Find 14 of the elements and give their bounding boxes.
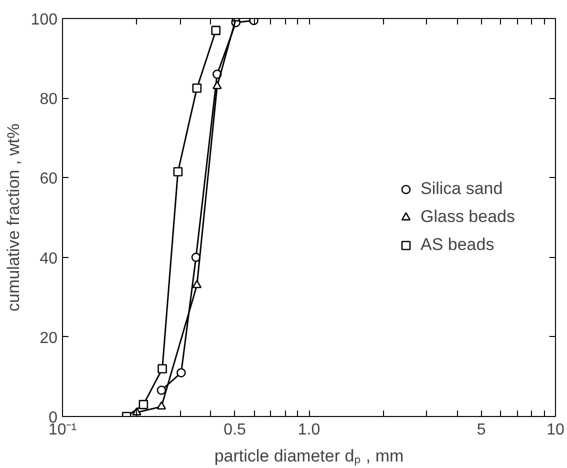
y-tick-label: 80 <box>40 91 58 108</box>
y-tick-label: 100 <box>30 12 58 28</box>
y-tick-label: 60 <box>40 170 58 188</box>
y-axis-title: cumulative fraction , wt% <box>4 123 23 312</box>
legend-label: Silica sand <box>420 179 503 199</box>
x-tick-label: 1.0 <box>298 422 320 438</box>
legend-label: Glass beads <box>420 207 515 227</box>
x-tick-label: 0.5 <box>224 422 246 438</box>
y-tick-label: 40 <box>40 250 58 268</box>
legend-label: AS beads <box>420 235 494 255</box>
x-tick-label: 5 <box>476 422 486 438</box>
x-axis-title: particle diameter dₚ , mm <box>214 446 404 466</box>
y-tick-label: 20 <box>40 330 58 347</box>
x-tick-label: 10 <box>546 422 564 438</box>
